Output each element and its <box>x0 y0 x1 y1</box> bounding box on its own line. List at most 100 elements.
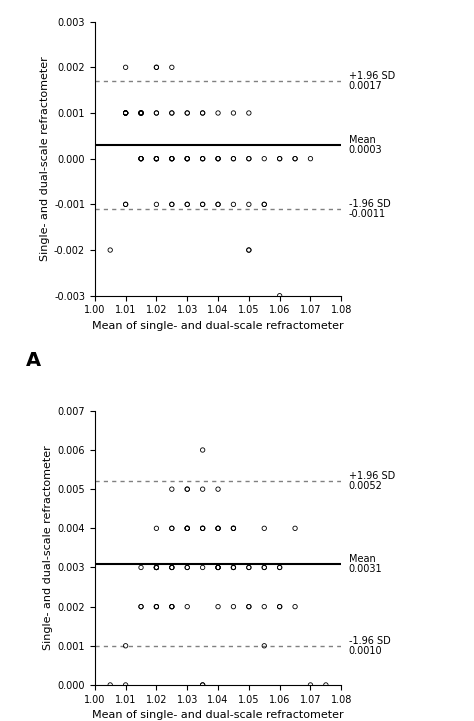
Point <box>168 523 175 534</box>
Point <box>183 523 191 534</box>
Point <box>168 107 175 119</box>
Point <box>199 198 206 210</box>
Text: +1.96 SD: +1.96 SD <box>349 71 395 81</box>
Point <box>106 679 114 691</box>
Point <box>153 61 160 73</box>
Point <box>122 107 129 119</box>
Point <box>183 483 191 495</box>
Point <box>291 601 299 612</box>
Point <box>245 153 253 164</box>
Point <box>276 153 283 164</box>
Point <box>291 523 299 534</box>
Point <box>183 153 191 164</box>
Point <box>229 562 237 573</box>
Point <box>214 523 222 534</box>
Text: +1.96 SD: +1.96 SD <box>349 472 395 482</box>
Point <box>168 601 175 612</box>
Point <box>106 244 114 256</box>
Point <box>137 107 145 119</box>
Point <box>199 107 206 119</box>
Point <box>168 483 175 495</box>
Point <box>168 153 175 164</box>
Point <box>153 61 160 73</box>
Point <box>168 523 175 534</box>
Point <box>229 153 237 164</box>
Point <box>183 198 191 210</box>
Point <box>245 562 253 573</box>
Point <box>276 153 283 164</box>
Point <box>260 153 268 164</box>
Point <box>214 562 222 573</box>
Text: 0.0003: 0.0003 <box>349 145 383 155</box>
Point <box>122 107 129 119</box>
Point <box>199 153 206 164</box>
Point <box>229 107 237 119</box>
Text: 0.0031: 0.0031 <box>349 564 383 574</box>
Point <box>199 198 206 210</box>
Point <box>229 562 237 573</box>
Point <box>199 107 206 119</box>
Point <box>183 562 191 573</box>
Point <box>137 153 145 164</box>
Point <box>122 198 129 210</box>
Point <box>229 601 237 612</box>
Point <box>260 601 268 612</box>
Point <box>168 61 175 73</box>
Point <box>153 107 160 119</box>
Point <box>153 153 160 164</box>
Point <box>153 562 160 573</box>
Point <box>229 523 237 534</box>
Point <box>199 562 206 573</box>
Point <box>322 679 329 691</box>
Point <box>168 153 175 164</box>
Point <box>122 107 129 119</box>
Text: -1.96 SD: -1.96 SD <box>349 636 391 646</box>
Point <box>122 107 129 119</box>
Point <box>153 523 160 534</box>
Point <box>153 153 160 164</box>
Point <box>168 562 175 573</box>
Point <box>199 153 206 164</box>
Point <box>214 153 222 164</box>
Point <box>183 523 191 534</box>
Point <box>229 562 237 573</box>
Y-axis label: Single- and dual-scale refractometer: Single- and dual-scale refractometer <box>43 446 53 650</box>
Point <box>245 244 253 256</box>
Point <box>291 153 299 164</box>
Text: 0.0017: 0.0017 <box>349 81 383 91</box>
Point <box>245 244 253 256</box>
Text: Mean: Mean <box>349 554 375 564</box>
Text: A: A <box>26 350 41 370</box>
Point <box>153 562 160 573</box>
Point <box>137 107 145 119</box>
Point <box>153 153 160 164</box>
Point <box>260 640 268 652</box>
Point <box>276 601 283 612</box>
Point <box>153 601 160 612</box>
Point <box>168 601 175 612</box>
Point <box>183 107 191 119</box>
Point <box>153 562 160 573</box>
Point <box>199 679 206 691</box>
Point <box>199 679 206 691</box>
Point <box>245 198 253 210</box>
X-axis label: Mean of single- and dual-scale refractometer: Mean of single- and dual-scale refractom… <box>92 710 344 720</box>
Point <box>168 198 175 210</box>
Point <box>260 198 268 210</box>
Point <box>122 198 129 210</box>
Point <box>168 198 175 210</box>
Point <box>245 562 253 573</box>
Point <box>168 562 175 573</box>
Point <box>153 153 160 164</box>
Point <box>214 107 222 119</box>
Point <box>137 562 145 573</box>
Point <box>214 562 222 573</box>
Point <box>307 679 314 691</box>
Point <box>183 523 191 534</box>
Point <box>183 153 191 164</box>
Point <box>214 523 222 534</box>
Point <box>137 107 145 119</box>
Point <box>137 601 145 612</box>
Point <box>229 523 237 534</box>
Point <box>245 601 253 612</box>
